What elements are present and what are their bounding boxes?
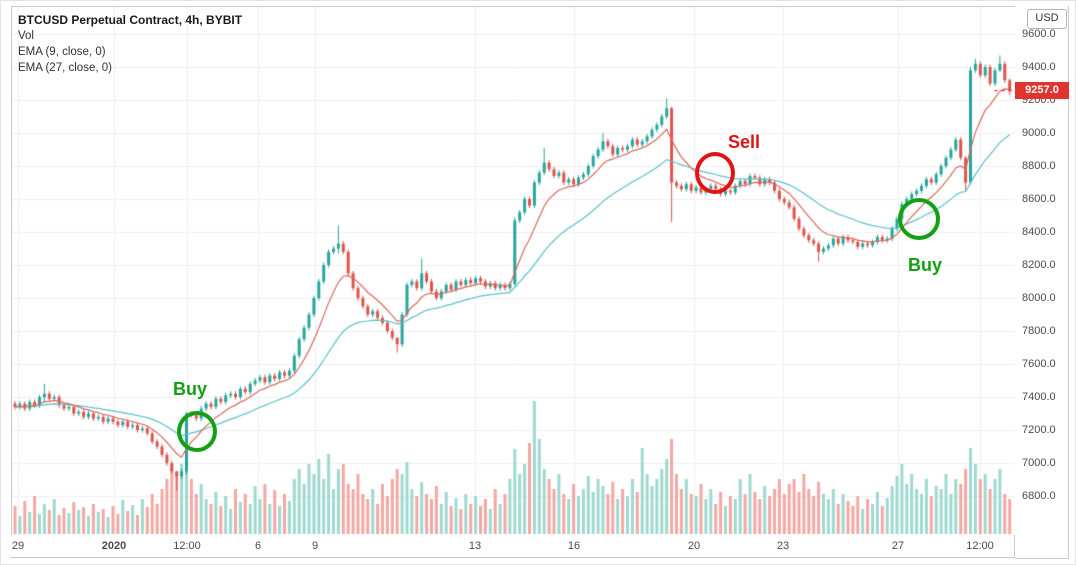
currency-toggle-button[interactable]: USD — [1027, 9, 1067, 29]
indicator-vol[interactable]: Vol — [18, 30, 34, 42]
price-axis-label: 8600.0 — [1022, 193, 1056, 206]
time-axis-label: 23 — [776, 540, 790, 552]
price-axis-label: 8400.0 — [1022, 226, 1056, 239]
chart-legend: BTCUSD Perpetual Contract, 4h, BYBIT Vol… — [18, 12, 242, 76]
buy-circle-annotation[interactable] — [177, 411, 217, 452]
price-axis-label: 7800.0 — [1022, 325, 1056, 338]
indicator-ema27[interactable]: EMA (27, close, 0) — [18, 62, 112, 74]
price-axis-label: 7200.0 — [1022, 424, 1056, 437]
buy-label[interactable]: Buy — [173, 379, 208, 399]
price-axis-label: 7000.0 — [1022, 457, 1056, 470]
time-axis-label: 13 — [468, 540, 482, 552]
time-axis-label: 9 — [311, 540, 319, 552]
time-axis-label: 6 — [254, 540, 262, 552]
axis-corner-divider — [1014, 535, 1015, 558]
price-axis-label: 9400.0 — [1022, 61, 1056, 74]
price-chart: BTCUSD Perpetual Contract, 4h, BYBIT Vol… — [11, 6, 1016, 536]
last-price-label: 9257.0 — [1015, 82, 1069, 100]
time-axis-label: 27 — [891, 540, 905, 552]
time-axis-label: 16 — [567, 540, 581, 552]
price-axis-label: 8000.0 — [1022, 292, 1056, 305]
price-axis[interactable]: USD 9600.0 9400.0 9200.0 9000.0 8800.0 8600.0… — [1015, 6, 1069, 559]
price-axis-label: 9000.0 — [1022, 127, 1056, 140]
price-axis-label: 9600.0 — [1022, 28, 1056, 41]
buy-label[interactable]: Buy — [908, 255, 943, 275]
price-axis-label: 7400.0 — [1022, 391, 1056, 404]
price-chart-canvas[interactable] — [12, 7, 1015, 535]
time-axis-label: 12:00 — [173, 540, 201, 552]
indicator-ema9[interactable]: EMA (9, close, 0) — [18, 46, 106, 58]
price-axis-label: 7600.0 — [1022, 358, 1056, 371]
price-axis-label: 6800.0 — [1022, 490, 1056, 503]
time-axis-label: 2020 — [101, 540, 127, 552]
price-axis-label: 8800.0 — [1022, 160, 1056, 173]
sell-label[interactable]: Sell — [728, 132, 761, 152]
time-axis-label: 20 — [687, 540, 701, 552]
time-axis-label: 12:00 — [966, 540, 994, 552]
sell-circle-annotation[interactable] — [695, 152, 735, 194]
buy-circle-annotation[interactable] — [898, 198, 940, 240]
price-axis-label: 8200.0 — [1022, 259, 1056, 272]
time-axis[interactable]: 29 2020 12:00 6 9 13 16 20 23 27 12:00 — [11, 535, 1015, 558]
time-axis-label: 29 — [11, 540, 25, 552]
symbol-title[interactable]: BTCUSD Perpetual Contract, 4h, BYBIT — [18, 13, 243, 27]
